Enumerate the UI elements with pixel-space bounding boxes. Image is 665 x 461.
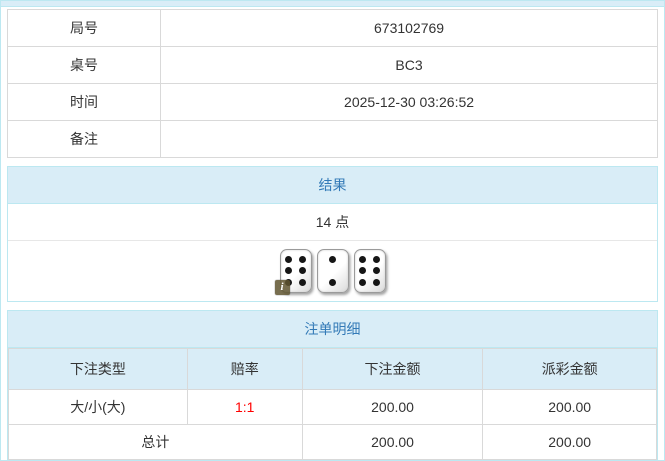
payout-amount-value: 200.00 [482, 389, 657, 425]
remark-value [160, 120, 658, 158]
result-panel-title: 结果 [8, 167, 657, 204]
bets-panel: 注单明细 下注类型 赔率 下注金额 派彩金额 大/小(大) 1:1 200.00… [7, 310, 658, 460]
table-row: 备注 [6, 120, 658, 158]
dice-row: i [8, 241, 657, 301]
page-content: 局号 673102769 桌号 BC3 时间 2025-12-30 03:26:… [1, 7, 664, 460]
bets-header-row: 下注类型 赔率 下注金额 派彩金额 [8, 348, 657, 390]
info-badge-icon[interactable]: i [274, 280, 290, 295]
bet-type-value: 大/小(大) [8, 389, 188, 425]
column-bet-type: 下注类型 [8, 348, 188, 390]
time-label: 时间 [6, 83, 162, 121]
total-bet-value: 200.00 [301, 424, 484, 460]
top-panel-heading [1, 1, 664, 7]
time-value: 2025-12-30 03:26:52 [160, 83, 658, 121]
result-points: 14 点 [8, 204, 657, 241]
game-info-table: 局号 673102769 桌号 BC3 时间 2025-12-30 03:26:… [6, 9, 658, 158]
die-icon [279, 249, 312, 293]
column-odds: 赔率 [186, 348, 303, 390]
table-row: 局号 673102769 [6, 9, 658, 47]
die-wrapper [316, 249, 349, 293]
table-number-label: 桌号 [6, 46, 162, 84]
die-icon [316, 249, 349, 293]
game-id-label: 局号 [6, 9, 162, 47]
die-icon [353, 249, 386, 293]
column-bet-amount: 下注金额 [301, 348, 484, 390]
column-payout-amount: 派彩金额 [482, 348, 657, 390]
bet-odds-value: 1:1 [186, 389, 303, 425]
bets-panel-title: 注单明细 [8, 311, 657, 348]
die-wrapper [353, 249, 386, 293]
game-id-value: 673102769 [160, 9, 658, 47]
bet-row: 大/小(大) 1:1 200.00 200.00 [8, 389, 657, 425]
total-row: 总计 200.00 200.00 [8, 424, 657, 460]
table-row: 桌号 BC3 [6, 46, 658, 84]
die-wrapper: i [274, 249, 312, 295]
table-number-value: BC3 [160, 46, 658, 84]
bet-amount-value: 200.00 [301, 389, 484, 425]
total-payout-value: 200.00 [482, 424, 657, 460]
result-panel: 结果 14 点 i [7, 166, 658, 302]
total-label: 总计 [8, 424, 303, 460]
bets-table: 下注类型 赔率 下注金额 派彩金额 大/小(大) 1:1 200.00 200.… [8, 348, 657, 460]
remark-label: 备注 [6, 120, 162, 158]
table-row: 时间 2025-12-30 03:26:52 [6, 83, 658, 121]
